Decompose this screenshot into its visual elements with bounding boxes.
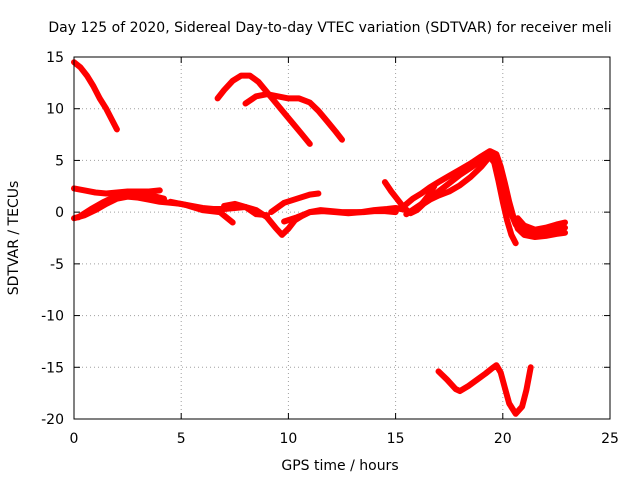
series-arc-13 [403,151,519,247]
series-arc-1 [71,59,120,133]
series-arc-2 [214,72,313,147]
x-tick-label: 25 [601,431,619,447]
series-arc-9 [268,190,322,216]
axes: 0 5 10 15 20 25 15 10 5 0 -5 -10 -15 -20 [41,50,619,447]
x-tick-label: 20 [494,431,512,447]
x-tick-label: 5 [177,431,186,447]
y-tick-label: 5 [55,153,64,169]
y-tick-label: -10 [41,309,64,325]
series-arc-6 [75,189,167,221]
x-tick-label: 0 [70,431,79,447]
y-tick-label: 0 [55,205,64,221]
y-tick-label: -15 [41,360,64,376]
y-axis-label: SDTVAR / TECUs [6,181,22,296]
series-arc-14 [414,183,438,212]
series-arc-15 [514,215,568,233]
y-tick-label: 15 [46,50,64,66]
series-arc-8 [221,200,270,219]
series-arc-16 [435,362,534,417]
data-series [71,59,568,417]
y-tick-label: -20 [41,412,64,428]
y-tick-label: 10 [46,102,64,118]
x-tick-label: 15 [387,431,405,447]
series-arc-7 [167,198,236,226]
series-arc-10 [281,205,410,225]
plot-frame [73,56,611,420]
x-tick-label: 10 [279,431,297,447]
chart-title: Day 125 of 2020, Sidereal Day-to-day VTE… [48,20,611,36]
x-axis-label: GPS time / hours [281,458,398,474]
y-tick-label: -5 [50,257,64,273]
series-arc-3 [242,91,345,143]
